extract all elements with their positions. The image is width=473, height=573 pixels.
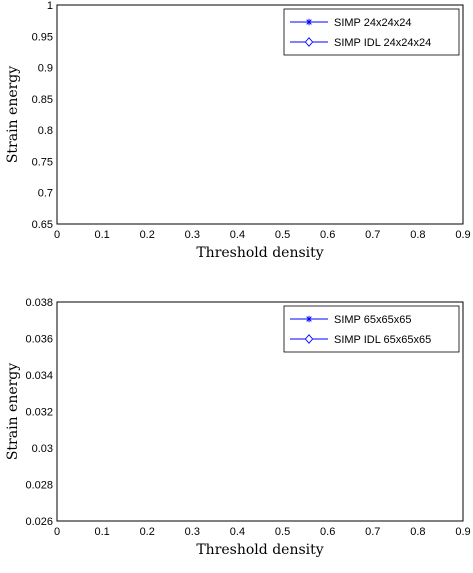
y-axis-label: Strain energy [5, 363, 21, 460]
y-tick-label: 0.9 [38, 63, 53, 75]
legend-marker-0 [305, 18, 313, 26]
y-tick-label: 0.032 [25, 407, 53, 419]
x-axis-label: Threshold density [196, 542, 323, 558]
y-tick-label: 0.026 [25, 516, 53, 528]
x-tick-label: 0.1 [94, 229, 109, 241]
x-tick-label: 0.3 [185, 526, 200, 538]
y-tick-label: 0.8 [38, 125, 53, 137]
y-tick-label: 0.7 [38, 188, 53, 200]
legend-label-1: SIMP IDL 65x65x65 [334, 334, 431, 346]
legend-marker-1 [304, 37, 314, 47]
y-tick-label: 0.65 [32, 219, 53, 231]
chart-bottom: 0 0.1 0.2 0.3 0.4 0.5 0.6 0.7 0.8 0.9 0.026 0.028 0.… [5, 297, 471, 558]
legend-label-1: SIMP IDL 24x24x24 [334, 37, 431, 49]
y-tick-label: 0.85 [32, 94, 53, 106]
x-tick-label: 0.7 [365, 229, 380, 241]
x-tick-label: 0.7 [365, 526, 380, 538]
x-tick-label: 0.5 [275, 526, 290, 538]
x-tick-label: 0 [54, 229, 60, 241]
y-tick-label: 0.75 [32, 156, 53, 168]
legend-box [283, 8, 460, 56]
x-tick-label: 0.4 [230, 229, 245, 241]
y-tick-label: 0.95 [32, 31, 53, 43]
x-tick-label: 0.3 [185, 229, 200, 241]
legend-box [283, 305, 460, 353]
x-tick-label: 0.9 [455, 229, 470, 241]
x-tick-label: 0.4 [230, 526, 245, 538]
x-tick-label: 0.8 [410, 229, 425, 241]
y-tick-label: 0.028 [25, 480, 53, 492]
legend-label-0: SIMP 24x24x24 [334, 17, 411, 29]
y-tick-label: 1 [47, 0, 53, 12]
y-tick-label: 0.034 [25, 370, 53, 382]
x-tick-label: 0.6 [320, 526, 335, 538]
y-tick-label: 0.036 [25, 334, 53, 346]
x-tick-label: 0.8 [410, 526, 425, 538]
x-tick-label: 0.1 [94, 526, 109, 538]
legend: SIMP 24x24x24 SIMP IDL 24x24x24 [283, 8, 460, 56]
x-axis-label: Threshold density [196, 245, 323, 261]
x-tick-label: 0.9 [455, 526, 470, 538]
x-tick-label: 0.6 [320, 229, 335, 241]
legend-marker-1 [304, 334, 314, 344]
legend: SIMP 65x65x65 SIMP IDL 65x65x65 [283, 305, 460, 353]
x-tick-label: 0.5 [275, 229, 290, 241]
y-tick-label: 0.03 [32, 443, 53, 455]
chart-top: 0 0.1 0.2 0.3 0.4 0.5 0.6 0.7 0.8 0.9 0.65 0.7 0.75 0… [5, 0, 471, 261]
x-tick-label: 0.2 [140, 526, 155, 538]
legend-label-0: SIMP 65x65x65 [334, 314, 411, 326]
x-tick-label: 0 [54, 526, 60, 538]
y-axis-label: Strain energy [5, 66, 21, 163]
legend-marker-0 [305, 315, 313, 323]
y-tick-label: 0.038 [25, 297, 53, 309]
x-tick-label: 0.2 [140, 229, 155, 241]
